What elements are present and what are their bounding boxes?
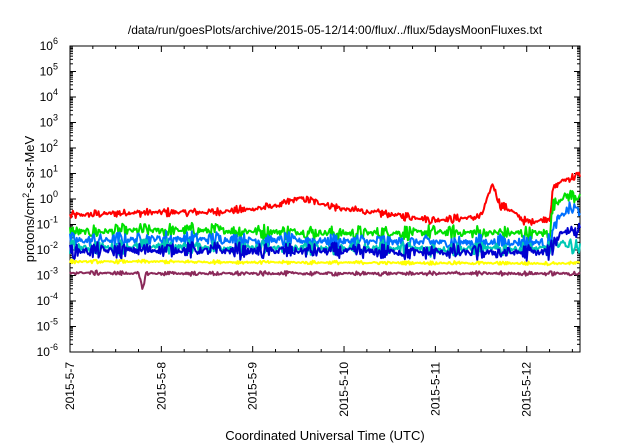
x-tick-label: 2015-5-8	[154, 362, 168, 410]
y-tick-base: 10	[37, 243, 51, 257]
y-tick-base: 10	[37, 294, 51, 308]
y-tick-exp: -5	[50, 317, 58, 327]
y-tick-exp: -1	[50, 215, 58, 225]
x-tick-label: 2015-5-11	[428, 362, 442, 416]
y-tick-base: 10	[40, 39, 54, 53]
x-tick-label: 2015-5-10	[337, 362, 351, 417]
y-tick-exp: -4	[50, 291, 58, 301]
y-axis-label-base: protons/cm	[22, 198, 37, 262]
series-line	[69, 258, 580, 267]
y-tick-label: 10-5	[37, 317, 58, 334]
y-tick-base: 10	[40, 116, 54, 130]
y-tick-label: 100	[40, 189, 58, 206]
y-tick-label: 102	[40, 138, 58, 155]
series-line	[69, 189, 581, 242]
x-axis-label: Coordinated Universal Time (UTC)	[225, 428, 424, 443]
y-tick-label: 103	[40, 113, 58, 130]
y-tick-base: 10	[37, 218, 51, 232]
y-axis-label: protons/cm2-s-sr-MeV	[21, 135, 37, 262]
y-tick-exp: 3	[53, 113, 58, 123]
plot-frame	[69, 45, 581, 353]
y-tick-label: 10-1	[37, 215, 58, 232]
y-tick-base: 10	[40, 90, 54, 104]
series-line	[69, 201, 581, 252]
y-tick-label: 10-6	[37, 342, 58, 359]
x-tick-label: 2015-5-9	[246, 362, 260, 410]
y-axis-label-sup: 2	[21, 193, 31, 198]
y-tick-exp: 5	[53, 62, 58, 72]
y-tick-base: 10	[40, 167, 54, 181]
y-tick-exp: 6	[53, 36, 58, 46]
y-tick-exp: -3	[50, 266, 58, 276]
y-tick-exp: 1	[53, 164, 58, 174]
x-tick-labels: 2015-5-7 2015-5-8 2015-5-9 2015-5-10 2015-5-…	[63, 362, 534, 417]
y-tick-exp: -6	[50, 342, 58, 352]
series-line	[69, 222, 581, 262]
x-tick-label: 2015-5-12	[520, 362, 534, 417]
y-tick-label: 106	[40, 36, 58, 53]
y-tick-base: 10	[40, 65, 54, 79]
y-tick-base: 10	[37, 345, 51, 359]
tick-marks	[69, 45, 580, 353]
y-tick-base: 10	[40, 141, 54, 155]
y-tick-labels: 10610510410310210110010-110-210-310-410-…	[37, 36, 58, 359]
y-tick-label: 10-3	[37, 266, 58, 283]
y-tick-exp: 4	[53, 87, 58, 97]
y-tick-label: 10-2	[37, 240, 58, 257]
y-tick-base: 10	[40, 192, 54, 206]
y-axis-label-rest: -s-sr-MeV	[22, 135, 37, 192]
y-tick-label: 10-4	[37, 291, 58, 308]
series-layer	[69, 171, 581, 290]
y-tick-base: 10	[37, 269, 51, 283]
y-tick-label: 101	[40, 164, 58, 181]
series-line	[69, 269, 581, 290]
chart-title: /data/run/goesPlots/archive/2015-05-12/1…	[128, 23, 543, 37]
y-tick-exp: 0	[53, 189, 58, 199]
y-tick-label: 105	[40, 62, 58, 79]
y-tick-base: 10	[37, 320, 51, 334]
series-line	[69, 171, 581, 226]
y-tick-exp: 2	[53, 138, 58, 148]
x-tick-label: 2015-5-7	[63, 362, 77, 410]
y-tick-label: 104	[40, 87, 58, 104]
y-tick-exp: -2	[50, 240, 58, 250]
